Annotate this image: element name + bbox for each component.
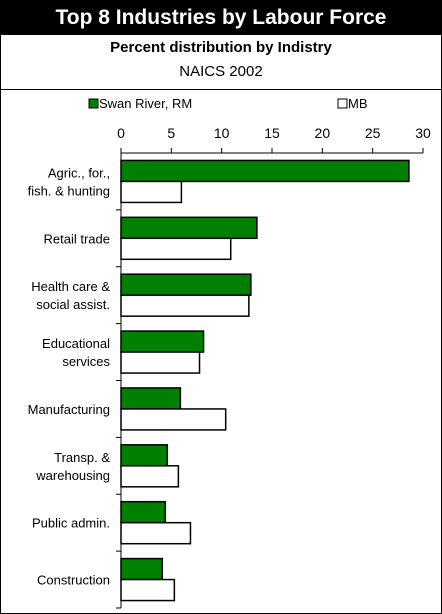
category-label: Construction (37, 573, 110, 588)
legend-label-mb: MB (348, 96, 368, 111)
legend-swatch-swan-river (88, 98, 99, 109)
bar-mb (120, 578, 176, 602)
bar-swan-river (120, 387, 182, 410)
category-label: services (62, 354, 110, 369)
bar-swan-river (120, 273, 252, 296)
category-label: Manufacturing (28, 402, 110, 417)
x-tick-label: 15 (264, 125, 280, 141)
x-tick-label: 0 (117, 125, 125, 141)
bar-mb (120, 294, 250, 317)
bar-mb (120, 465, 180, 488)
bar-mb (120, 408, 227, 431)
category-label: Educational (42, 336, 110, 351)
x-tick-label: 25 (365, 125, 381, 141)
bar-swan-river (120, 159, 410, 183)
category-label: fish. & hunting (28, 183, 110, 198)
bar-mb (120, 521, 192, 545)
x-tick-label: 20 (315, 125, 331, 141)
category-label: Public admin. (32, 516, 110, 531)
bar-swan-river (120, 330, 205, 353)
category-label: warehousing (35, 468, 110, 483)
chart-subtitle: Percent distribution by Indistry (110, 39, 332, 56)
bar-mb (120, 351, 201, 374)
chart-title: Top 8 Industries by Labour Force (1, 1, 441, 35)
bar-swan-river (120, 444, 169, 467)
category-label: Retail trade (44, 231, 110, 246)
x-tick-label: 10 (214, 125, 230, 141)
chart-subtitle-naics: NAICS 2002 (179, 63, 263, 80)
bar-swan-river (120, 557, 164, 581)
category-label: social assist. (36, 297, 110, 312)
x-tick-label: 5 (167, 125, 175, 141)
legend-swatch-mb (337, 98, 348, 109)
header-divider (1, 89, 441, 90)
category-label: Health care & (31, 279, 110, 294)
bar-swan-river (120, 216, 258, 240)
bar-swan-river (120, 500, 167, 524)
category-label: Transp. & (54, 450, 110, 465)
category-label: Agric., for., (48, 165, 110, 180)
bar-mb (120, 237, 232, 261)
bar-mb (120, 180, 183, 204)
x-tick-label: 30 (415, 125, 431, 141)
legend-label-swan-river: Swan River, RM (99, 96, 192, 111)
